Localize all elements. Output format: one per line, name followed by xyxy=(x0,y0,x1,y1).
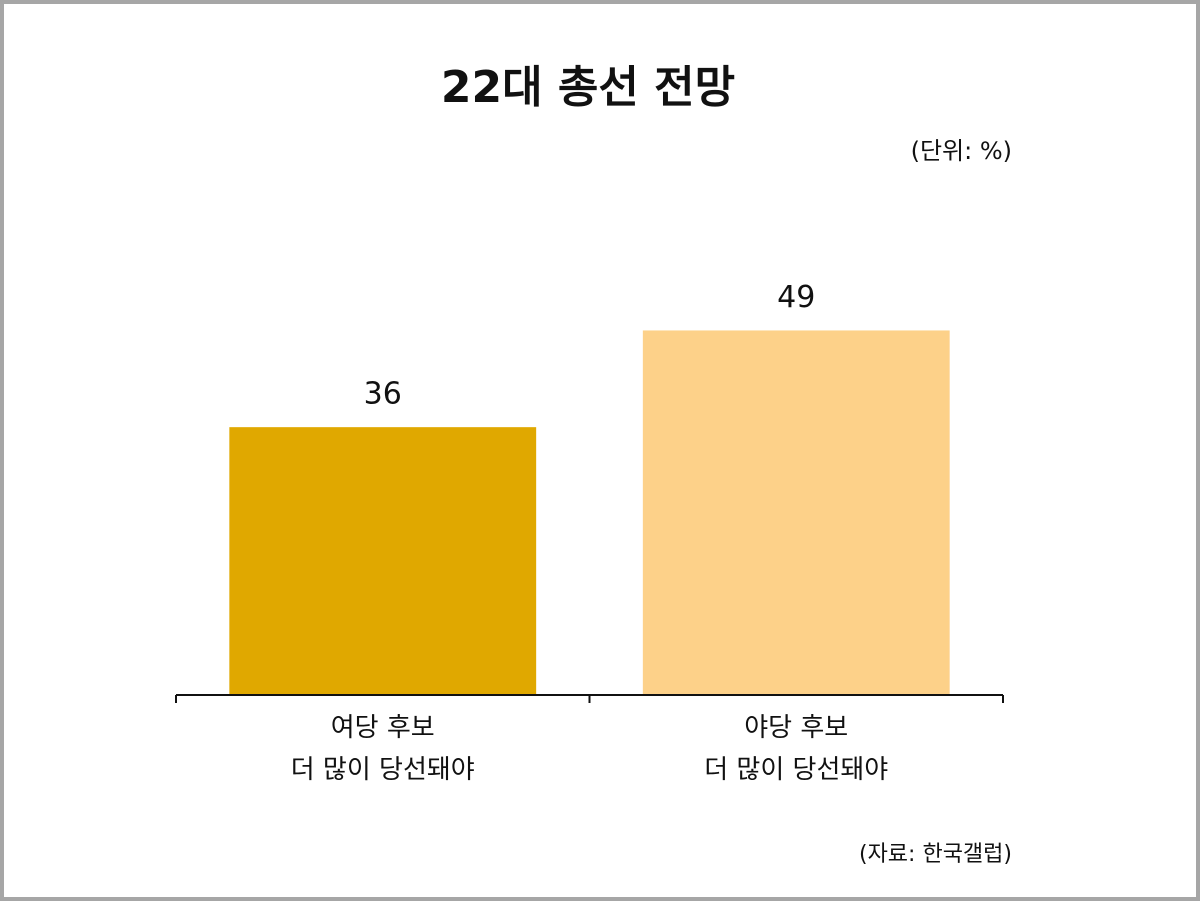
value-label: 49 xyxy=(777,280,815,315)
value-label: 36 xyxy=(364,377,402,412)
bar xyxy=(229,427,537,695)
chart-title: 22대 총선 전망 xyxy=(441,62,735,113)
source-note: (자료: 한국갤럽) xyxy=(859,842,1012,867)
x-tick-label: 여당 후보 더 많이 당선돼야 xyxy=(291,713,475,785)
plot-area: 36 여당 후보 더 많이 당선돼야 49 야당 후보 더 많이 당선돼야 xyxy=(175,280,1004,785)
x-tick-label: 야당 후보 더 많이 당선돼야 xyxy=(704,713,888,785)
bar xyxy=(642,330,950,695)
unit-note: (단위: %) xyxy=(911,137,1012,165)
